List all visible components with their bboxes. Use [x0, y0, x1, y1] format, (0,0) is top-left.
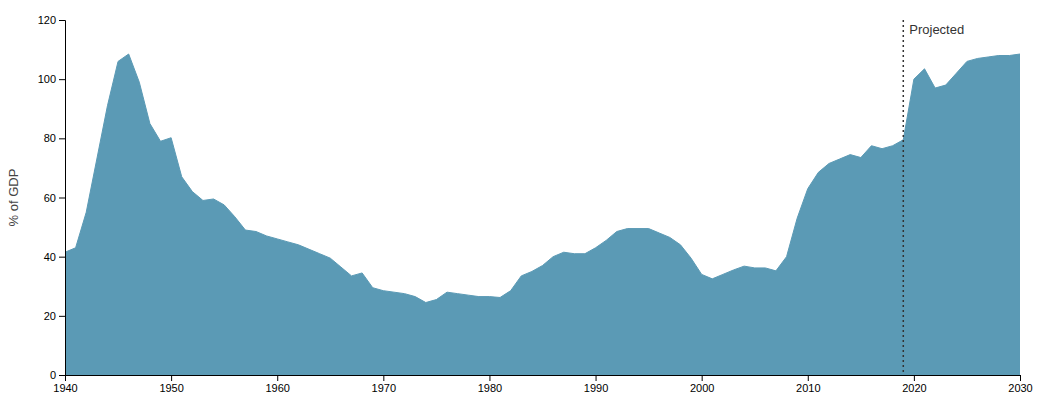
chart: 1940 1950 1960 1970 1980 1990 2000 2010 2020 2030…	[0, 0, 1050, 415]
annotation-line	[903, 20, 905, 375]
tick-label: 2000	[690, 382, 714, 394]
tick: 2020	[902, 375, 926, 394]
tick-label: 0	[50, 369, 56, 381]
tick: 60	[44, 192, 65, 204]
tick: 40	[44, 251, 65, 263]
tick: 1970	[372, 375, 396, 394]
tick: 80	[44, 132, 65, 144]
axis-line	[59, 21, 66, 376]
x-axis: 1940 1950 1960 1970 1980 1990 2000 2010 2020 2030	[53, 375, 1032, 394]
tick-mark	[914, 375, 915, 381]
y-axis: 0 20 40 60 80 100 120	[38, 14, 66, 381]
tick-mark	[277, 375, 278, 381]
tick-label: 2010	[796, 382, 820, 394]
annotation-text: Projected	[909, 22, 964, 37]
tick: 1940	[53, 375, 77, 394]
tick-label: 1950	[159, 382, 183, 394]
tick-mark	[59, 20, 65, 21]
tick-mark	[59, 138, 65, 139]
tick-mark	[702, 375, 703, 381]
tick-label: 1990	[584, 382, 608, 394]
tick-mark	[489, 375, 490, 381]
tick: 100	[38, 73, 65, 85]
tick-mark	[1020, 375, 1021, 381]
tick-label: 80	[44, 132, 56, 144]
tick-mark	[808, 375, 809, 381]
tick-label: 100	[38, 73, 56, 85]
tick-mark	[59, 79, 65, 80]
marks	[65, 20, 1020, 375]
tick-label: 60	[44, 192, 56, 204]
tick-mark	[171, 375, 172, 381]
line	[65, 54, 1020, 303]
tick: 1960	[265, 375, 289, 394]
tick-label: 1940	[53, 382, 77, 394]
axis-line	[66, 376, 1021, 382]
tick: 2030	[1008, 375, 1032, 394]
tick: 0	[50, 369, 65, 381]
tick-label: 40	[44, 251, 56, 263]
tick: 120	[38, 14, 65, 26]
y-axis-title: % of GDP	[6, 169, 21, 227]
tick: 20	[44, 310, 65, 322]
tick-mark	[59, 198, 65, 199]
tick: 2010	[796, 375, 820, 394]
tick-label: 1960	[265, 382, 289, 394]
tick-label: 20	[44, 310, 56, 322]
tick: 1980	[478, 375, 502, 394]
tick: 1990	[584, 375, 608, 394]
tick: 2000	[690, 375, 714, 394]
tick-label: 120	[38, 14, 56, 26]
tick: 1950	[159, 375, 183, 394]
tick-mark	[383, 375, 384, 381]
tick-mark	[59, 257, 65, 258]
tick-mark	[596, 375, 597, 381]
tick-mark	[59, 316, 65, 317]
tick-mark	[59, 375, 65, 376]
plot: 1940 1950 1960 1970 1980 1990 2000 2010 2020 2030…	[38, 14, 1033, 394]
tick-label: 1980	[478, 382, 502, 394]
tick-label: 1970	[372, 382, 396, 394]
area	[65, 54, 1020, 375]
tick-label: 2030	[1008, 382, 1032, 394]
tick-label: 2020	[902, 382, 926, 394]
